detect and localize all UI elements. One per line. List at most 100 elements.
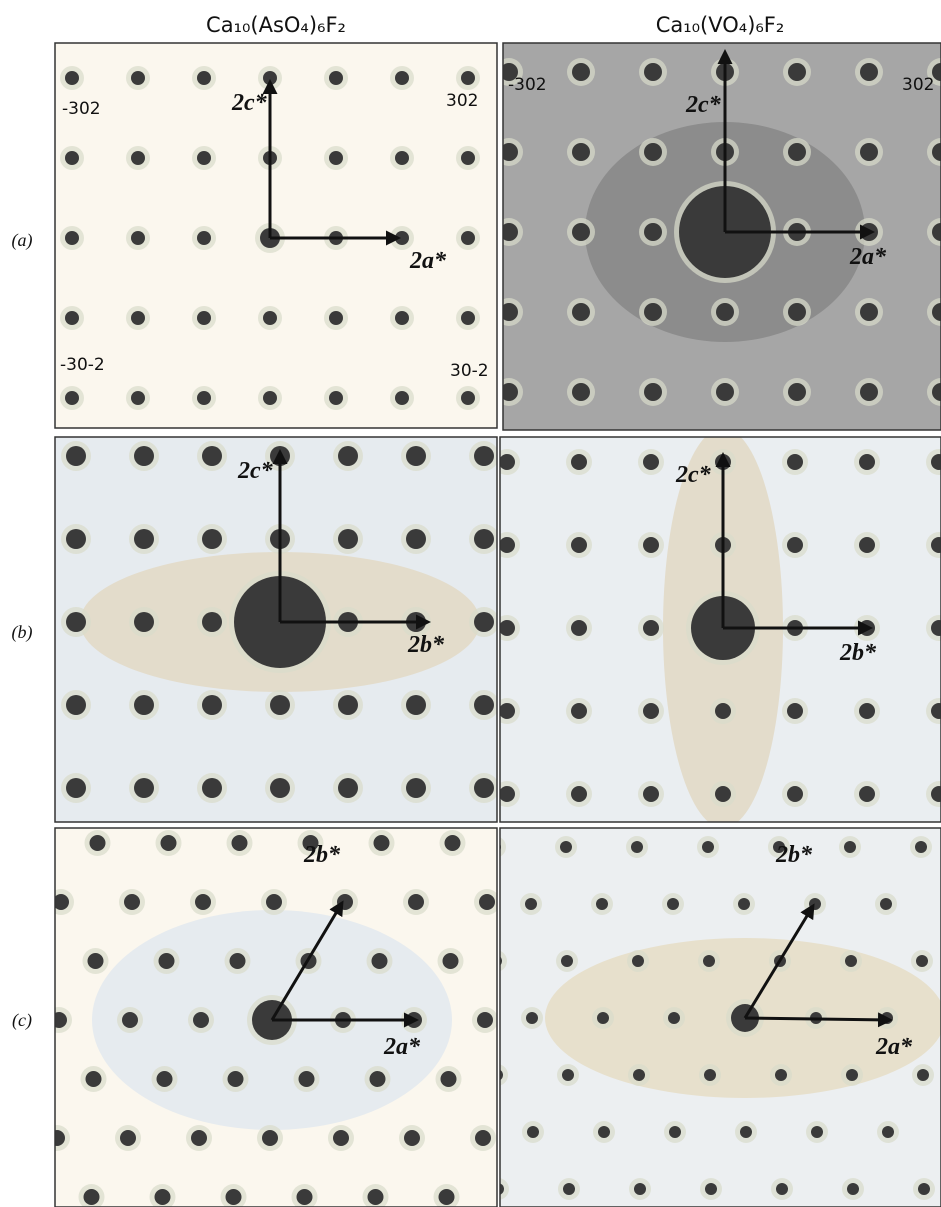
spot	[197, 311, 211, 325]
spot	[159, 953, 175, 969]
spot	[643, 786, 659, 802]
spot	[193, 1012, 209, 1028]
arrow-label: 2c*	[685, 92, 722, 118]
spot	[571, 454, 587, 470]
arrow-label: 2b*	[839, 640, 877, 666]
spot	[882, 1126, 894, 1138]
spot	[788, 303, 806, 321]
spot	[881, 1012, 893, 1024]
spot	[406, 446, 426, 466]
spot	[479, 894, 495, 910]
spot	[461, 311, 475, 325]
spot	[439, 1189, 455, 1205]
axis-arrow	[745, 1018, 890, 1020]
spot	[441, 1071, 457, 1087]
spot	[202, 695, 222, 715]
spot	[157, 1071, 173, 1087]
spot	[860, 383, 878, 401]
arrow-label: 2a*	[409, 248, 447, 274]
reflection-label: -30-2	[60, 355, 105, 375]
spot	[445, 835, 461, 851]
spot	[65, 231, 79, 245]
spot	[88, 953, 104, 969]
spot	[66, 529, 86, 549]
spot	[704, 1069, 716, 1081]
spot	[499, 537, 515, 553]
reflection-label: 302	[446, 91, 478, 111]
spot	[66, 446, 86, 466]
spot	[776, 1183, 788, 1195]
spot	[270, 695, 290, 715]
spot	[644, 223, 662, 241]
spot	[561, 955, 573, 967]
spot	[716, 303, 734, 321]
spot	[643, 537, 659, 553]
spot	[65, 151, 79, 165]
spot	[916, 955, 928, 967]
reflection-label: -302	[62, 99, 101, 119]
spot	[161, 835, 177, 851]
spot	[716, 383, 734, 401]
spot	[845, 955, 857, 967]
spot	[338, 529, 358, 549]
spot	[131, 151, 145, 165]
spot	[197, 151, 211, 165]
spot	[134, 529, 154, 549]
spot	[66, 695, 86, 715]
spot	[598, 1126, 610, 1138]
spot	[90, 835, 106, 851]
spot	[395, 71, 409, 85]
spot	[370, 1071, 386, 1087]
spot	[197, 391, 211, 405]
spot	[404, 1130, 420, 1146]
pattern	[55, 437, 499, 822]
panel: 2c*2a*-302302-30-230-2	[55, 43, 497, 428]
spot	[572, 383, 590, 401]
spot	[197, 71, 211, 85]
spot	[526, 1012, 538, 1024]
spot	[859, 703, 875, 719]
spot	[122, 1012, 138, 1028]
spot	[120, 1130, 136, 1146]
arrow-label: 2b*	[303, 842, 341, 868]
spot	[915, 841, 927, 853]
spot	[134, 695, 154, 715]
spot	[338, 446, 358, 466]
spot	[124, 894, 140, 910]
spot	[787, 454, 803, 470]
spot	[395, 151, 409, 165]
spot	[775, 1069, 787, 1081]
spot	[226, 1189, 242, 1205]
spot	[299, 1071, 315, 1087]
spot	[703, 955, 715, 967]
panel: 2b*2a*	[484, 828, 941, 1207]
spot	[632, 955, 644, 967]
spot	[155, 1189, 171, 1205]
spot	[65, 391, 79, 405]
column-title: Ca₁₀(AsO₄)₆F₂	[206, 13, 346, 37]
spot	[329, 311, 343, 325]
spot	[525, 898, 537, 910]
spot	[860, 63, 878, 81]
spot	[131, 391, 145, 405]
spot	[918, 1183, 930, 1195]
spot	[134, 612, 154, 632]
spot	[787, 786, 803, 802]
spot	[202, 446, 222, 466]
spot	[631, 841, 643, 853]
spot	[705, 1183, 717, 1195]
spot	[263, 311, 277, 325]
spot	[859, 786, 875, 802]
reflection-label: 30-2	[450, 361, 489, 381]
spot	[86, 1071, 102, 1087]
arrow-label: 2b*	[775, 842, 813, 868]
spot	[66, 778, 86, 798]
panel: 2b*2a*	[44, 828, 500, 1207]
arrow-label: 2a*	[849, 244, 887, 270]
spot	[228, 1071, 244, 1087]
spot	[266, 894, 282, 910]
spot	[368, 1189, 384, 1205]
panel: 2c*2b*	[55, 437, 499, 822]
spot	[84, 1189, 100, 1205]
spot	[715, 703, 731, 719]
